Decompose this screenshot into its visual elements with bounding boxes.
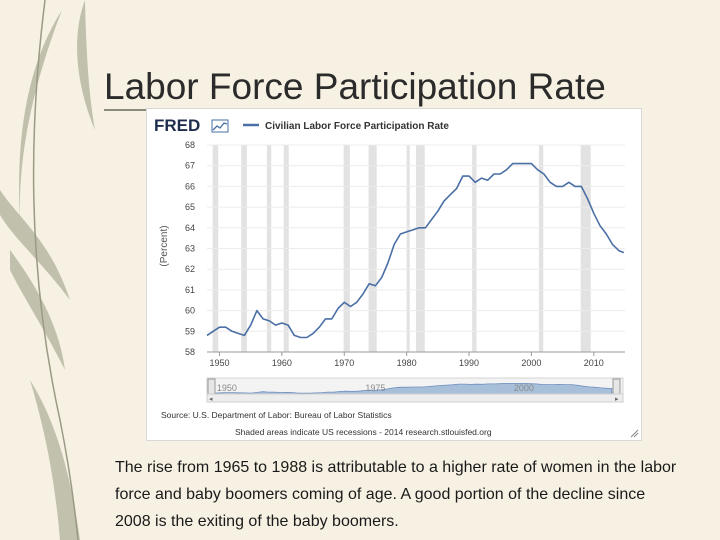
resize-grip-icon[interactable] [630,429,639,438]
y-tick-label: 59 [185,326,195,336]
branch-stem [32,0,79,540]
y-tick-label: 68 [185,140,195,150]
navigator-label: 1975 [365,383,385,393]
navigator-area [214,383,613,395]
y-axis-label: (Percent) [159,225,170,266]
navigator-left-handle[interactable] [207,378,216,396]
slide-caption: The rise from 1965 to 1988 is attributab… [115,459,677,530]
fred-logo-text: FRED [154,116,200,135]
recession-footer-note: Shaded areas indicate US recessions - 20… [235,427,492,437]
x-tick-label: 1970 [334,358,354,368]
scroll-right-arrow-icon[interactable]: ▸ [615,396,619,403]
fred-chart-panel: FRED Civilian Labor Force Participation … [146,108,642,441]
scroll-left-arrow-icon[interactable]: ◂ [209,396,213,403]
navigator-label: 2000 [514,383,534,393]
navigator-label: 1950 [217,383,237,393]
y-tick-label: 58 [185,347,195,357]
y-tick-label: 64 [185,223,195,233]
navigator-scrollbar[interactable] [206,393,624,403]
y-tick-label: 67 [185,161,195,171]
y-tick-label: 62 [185,264,195,274]
x-tick-label: 1980 [397,358,417,368]
legend-label: Civilian Labor Force Participation Rate [265,121,449,132]
x-tick-label: 1960 [272,358,292,368]
range-navigator[interactable]: 1950 1975 2000 ◂ ▸ [206,377,624,403]
x-axis-ticks: 1950 1960 1970 1980 1990 2000 2010 [207,351,625,368]
x-tick-label: 1950 [209,358,229,368]
navigator-right-handle[interactable] [612,378,621,396]
x-tick-label: 2000 [521,358,541,368]
y-tick-label: 61 [185,285,195,295]
y-tick-label: 63 [185,244,195,254]
y-tick-label: 66 [185,181,195,191]
x-tick-label: 2010 [584,358,604,368]
y-axis-ticks: 58 59 60 61 62 63 64 65 66 67 68 [185,140,195,357]
x-tick-label: 1990 [459,358,479,368]
fred-logo-graph-icon [211,119,229,133]
slide-title: Labor Force Participation Rate [104,66,606,107]
source-note: Source: U.S. Department of Labor: Bureau… [161,410,392,420]
y-tick-label: 65 [185,202,195,212]
series-line [206,162,625,339]
line-chart: FRED Civilian Labor Force Participation … [154,116,639,438]
navigator-labels: 1950 1975 2000 [217,383,534,393]
fred-logo: FRED [154,116,229,135]
y-tick-label: 60 [185,306,195,316]
